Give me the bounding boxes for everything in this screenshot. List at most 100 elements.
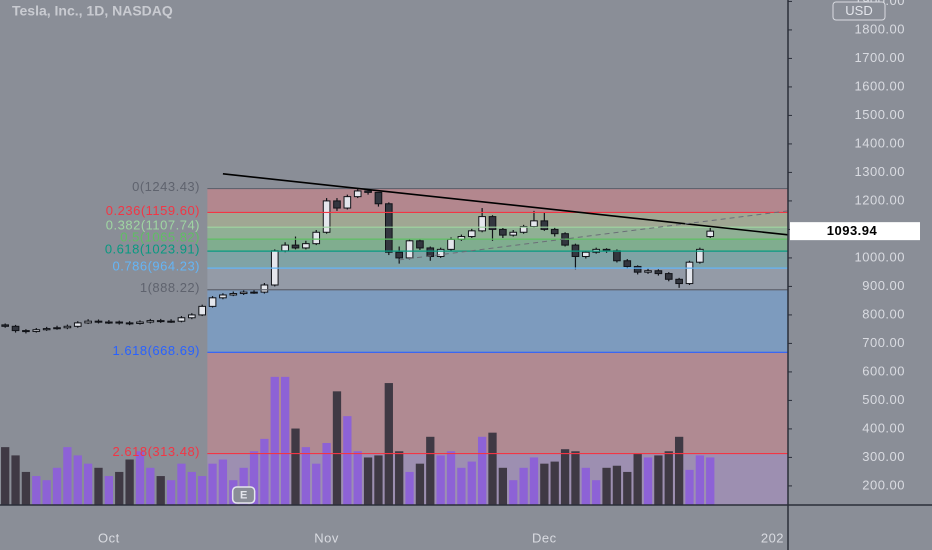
- candle-body: [664, 273, 673, 280]
- fib-zone: [207, 268, 789, 290]
- volume-bar: [343, 416, 352, 505]
- candle-body: [302, 243, 310, 249]
- volume-bar: [73, 455, 82, 505]
- candle-body: [550, 228, 559, 235]
- currency-box[interactable]: [832, 1, 886, 21]
- candle-body: [84, 320, 92, 324]
- y-tick-label: 1800.00: [855, 21, 906, 36]
- candle-body: [167, 320, 175, 323]
- volume-bar: [592, 480, 601, 505]
- volume-bar: [353, 451, 362, 505]
- candle-body: [488, 216, 497, 230]
- volume-bar: [1, 447, 10, 505]
- candle-body: [405, 240, 414, 259]
- volume-bar: [260, 438, 269, 505]
- y-tick-label: 500.00: [862, 392, 905, 407]
- candle-body: [115, 321, 124, 324]
- volume-bar: [280, 376, 290, 505]
- volume-bar: [581, 467, 590, 505]
- fib-zone: [207, 212, 789, 228]
- volume-bar: [166, 480, 176, 505]
- candle-body: [32, 329, 41, 332]
- candle-body: [353, 190, 362, 198]
- volume-bar: [32, 476, 41, 505]
- last-price-box: [790, 222, 920, 241]
- y-tick-label: 1000.00: [855, 249, 906, 264]
- volume-bar: [477, 436, 487, 505]
- volume-bar: [436, 455, 445, 505]
- volume-bar: [602, 467, 611, 505]
- candle-body: [281, 244, 289, 252]
- volume-bar: [664, 451, 673, 505]
- volume-layer: [1, 376, 715, 505]
- axis-layer: 200.00 300.00 400.00 500.00 600.00 700.00 800.…: [98, 0, 920, 545]
- volume-bar: [208, 463, 217, 505]
- candle-body: [416, 240, 424, 249]
- candle-body: [22, 330, 30, 333]
- y-tick-label: 300.00: [862, 449, 905, 464]
- y-tick-label: 1200.00: [855, 192, 906, 207]
- candle-body: [333, 200, 341, 209]
- volume-bar: [198, 476, 207, 505]
- volume-bar: [135, 451, 145, 505]
- candle-body: [633, 265, 642, 273]
- candle-body: [685, 261, 694, 285]
- volume-bar: [301, 447, 311, 505]
- volume-bar: [218, 459, 228, 505]
- candle-body: [675, 278, 683, 285]
- last-price-label: 1093.94: [827, 223, 878, 238]
- candle-body: [53, 327, 61, 330]
- fib-level-label: 1(888.22): [140, 280, 200, 295]
- volume-bar: [415, 463, 425, 505]
- candle-body: [540, 220, 549, 230]
- candle-body: [364, 190, 372, 193]
- volume-bar: [509, 480, 518, 505]
- volume-bar: [674, 436, 684, 505]
- x-tick-label: 202: [761, 530, 784, 545]
- fib-zone: [207, 352, 789, 454]
- volume-bar: [571, 451, 580, 505]
- fib-level-label: 0.786(964.23): [113, 259, 200, 274]
- candle-body: [581, 251, 590, 257]
- candle-body: [384, 203, 393, 253]
- x-tick-label: Oct: [98, 530, 120, 545]
- fib-zone: [207, 289, 789, 353]
- fib-zone: [207, 251, 789, 269]
- volume-bar: [685, 469, 694, 505]
- volume-bar: [249, 451, 259, 505]
- candle-body: [146, 320, 155, 323]
- fib-level-label: 0(1243.43): [132, 179, 200, 194]
- fib-zone: [207, 188, 789, 213]
- candle-body: [177, 317, 186, 322]
- volume-bar: [395, 451, 404, 505]
- fib-level-label: 1.618(668.69): [113, 343, 200, 358]
- candle-body: [291, 244, 300, 249]
- x-tick-label: Dec: [532, 530, 557, 545]
- volume-bar: [83, 463, 93, 505]
- candle-body: [73, 322, 82, 327]
- volume-bar: [612, 465, 622, 505]
- volume-bar: [52, 467, 62, 505]
- x-tick-label: Nov: [314, 530, 339, 545]
- candle-body: [395, 251, 404, 259]
- volume-bar: [270, 376, 279, 505]
- volume-bar: [695, 455, 705, 505]
- volume-bar: [488, 432, 497, 505]
- volume-bar: [550, 461, 559, 505]
- candle-body: [519, 226, 528, 233]
- volume-bar: [63, 447, 72, 505]
- candle-body: [312, 231, 321, 245]
- candle-body: [187, 314, 196, 319]
- candle-body: [467, 230, 476, 238]
- volume-bar: [384, 383, 393, 505]
- candle-body: [11, 325, 20, 332]
- volume-bar: [322, 443, 331, 505]
- candle-body: [229, 293, 238, 296]
- candle-body: [623, 260, 632, 267]
- y-tick-label: 1300.00: [855, 164, 906, 179]
- candle-body: [509, 231, 518, 236]
- volume-bar: [332, 391, 342, 505]
- volume-bar: [94, 467, 103, 505]
- y-tick-label: 900.00: [862, 278, 905, 293]
- volume-bar: [519, 467, 528, 505]
